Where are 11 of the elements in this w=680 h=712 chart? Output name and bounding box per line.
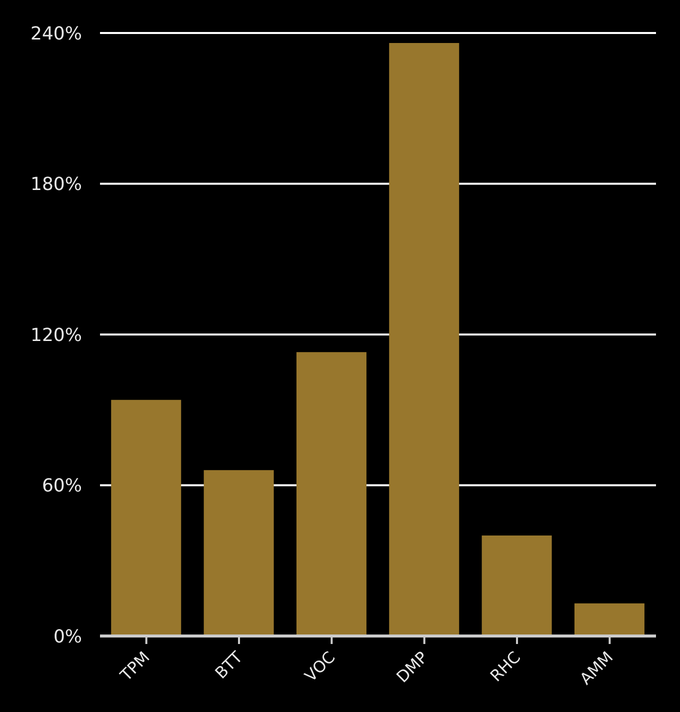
- y-tick-label: 60%: [42, 476, 82, 497]
- bar: [296, 352, 366, 636]
- y-tick-label: 240%: [30, 23, 82, 44]
- bar: [204, 470, 274, 636]
- bar: [389, 43, 460, 636]
- y-tick-label: 0%: [53, 626, 82, 648]
- bar: [574, 603, 644, 636]
- y-tick-label: 180%: [30, 174, 82, 196]
- bar: [482, 536, 552, 636]
- bar: [111, 400, 182, 636]
- y-tick-label: 120%: [30, 324, 82, 346]
